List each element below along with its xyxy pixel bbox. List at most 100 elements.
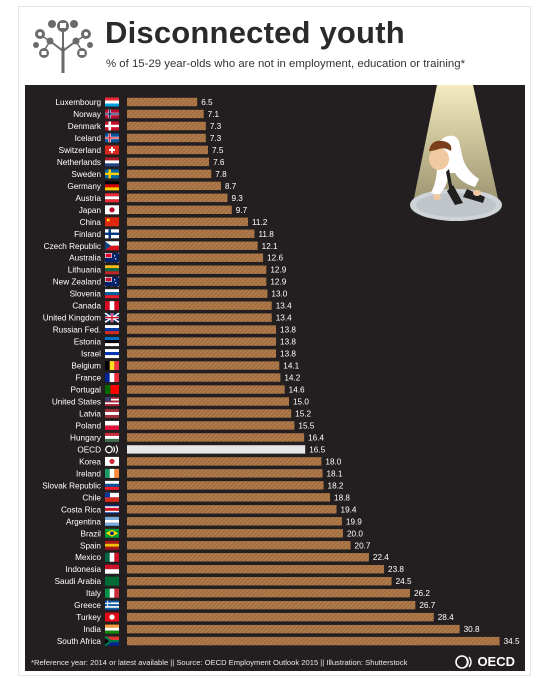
bar-row-11: Finland 11.8 — [74, 229, 274, 239]
bar — [127, 588, 410, 598]
bar — [127, 337, 277, 346]
south-africa-flag-icon — [104, 635, 119, 647]
bar-row-25: United States 15.0 — [52, 397, 309, 407]
data-label: 11.2 — [252, 218, 268, 227]
bar-row-38: Mexico 22.4 — [75, 552, 389, 562]
portugal-flag-icon — [105, 385, 119, 395]
bar — [127, 217, 248, 226]
bar — [127, 301, 272, 310]
category-label: Netherlands — [57, 158, 101, 167]
data-label: 7.8 — [215, 170, 227, 179]
bar — [127, 169, 212, 179]
bar — [127, 205, 232, 215]
data-label: 18.2 — [328, 481, 344, 490]
data-label: 12.9 — [270, 278, 286, 287]
data-label: 22.4 — [373, 553, 389, 562]
bar — [127, 277, 267, 286]
category-label: Norway — [73, 110, 102, 119]
bar-row-30: Korea 18.0 — [79, 456, 342, 466]
bar — [127, 229, 255, 238]
bar — [127, 325, 277, 334]
data-label: 18.8 — [334, 493, 350, 502]
bar — [127, 600, 416, 610]
bar-row-39: Indonesia 23.8 — [65, 564, 404, 574]
bar-row-22: Belgium 14.1 — [71, 361, 300, 371]
category-label: Denmark — [68, 122, 102, 131]
category-label: Saudi Arabia — [55, 577, 102, 586]
bar — [127, 97, 198, 107]
bar — [127, 253, 264, 262]
category-label: Finland — [74, 230, 101, 239]
data-label: 7.6 — [213, 158, 225, 167]
category-label: Estonia — [74, 338, 102, 347]
bar — [127, 157, 210, 167]
bar — [127, 493, 331, 502]
bar-row-35: Argentina 19.9 — [66, 516, 362, 526]
bar — [127, 193, 228, 203]
latvia-flag-icon — [105, 408, 119, 418]
category-label: Turkey — [76, 613, 102, 622]
germany-flag-icon — [105, 181, 119, 191]
luxembourg-flag-icon — [105, 97, 119, 107]
bar — [127, 433, 305, 442]
bar-row-27: Poland 15.5 — [76, 420, 315, 430]
category-label: Sweden — [71, 170, 101, 179]
data-label: 15.2 — [295, 409, 311, 418]
bar — [127, 529, 343, 538]
data-label: 20.0 — [347, 529, 363, 538]
brazil-flag-icon — [105, 528, 119, 538]
data-label: 16.4 — [308, 433, 324, 442]
bar — [127, 121, 206, 131]
category-label: Australia — [69, 254, 101, 263]
footnote: *Reference year: 2014 or latest availabl… — [31, 658, 408, 667]
china-flag-icon — [105, 217, 119, 227]
bar-row-21: Israel 13.8 — [81, 349, 296, 359]
chile-flag-icon — [105, 492, 119, 502]
ireland-flag-icon — [105, 468, 119, 478]
india-flag-icon — [105, 624, 119, 634]
bar — [127, 612, 434, 622]
bar — [127, 421, 295, 430]
bar — [127, 289, 268, 298]
oecd-brand: OECD — [455, 654, 515, 669]
russia-flag-icon — [105, 325, 119, 335]
page-title: Disconnected youth — [105, 15, 405, 50]
category-label: Israel — [81, 350, 101, 359]
bar — [127, 133, 206, 143]
category-label: United States — [52, 398, 101, 407]
data-label: 13.4 — [276, 302, 292, 311]
bar-row-32: Slovak Republic 18.2 — [42, 480, 344, 490]
bar-row-9: Japan 9.7 — [79, 205, 248, 215]
hungary-flag-icon — [105, 432, 119, 442]
denmark-flag-icon — [105, 121, 119, 131]
data-label: 20.7 — [355, 541, 371, 550]
data-label: 7.1 — [208, 110, 220, 119]
category-label: Korea — [79, 457, 101, 466]
category-label: Switzerland — [59, 146, 102, 155]
data-label: 12.9 — [270, 266, 286, 275]
estonia-flag-icon — [105, 337, 119, 347]
bar-row-8: Austria 9.3 — [76, 193, 243, 203]
data-label: 18.0 — [325, 457, 341, 466]
infographic: Disconnected youth % of 15-29 year-olds … — [18, 6, 531, 676]
indonesia-flag-icon — [105, 564, 119, 574]
data-label: 15.5 — [298, 421, 314, 430]
bar — [127, 577, 392, 586]
data-label: 24.5 — [396, 577, 412, 586]
category-label: Russian Fed. — [53, 326, 101, 335]
category-label: Latvia — [79, 409, 101, 418]
data-label: 14.1 — [283, 362, 299, 371]
category-label: Austria — [76, 194, 102, 203]
bar — [127, 469, 323, 478]
australia-flag-icon — [104, 252, 120, 263]
data-label: 14.2 — [284, 374, 300, 383]
category-label: Spain — [80, 541, 101, 550]
data-label: 7.3 — [210, 134, 222, 143]
category-label: Slovak Republic — [42, 481, 101, 490]
bar-row-43: Turkey 28.4 — [76, 612, 454, 622]
bar-row-1: Norway 7.1 — [73, 109, 220, 119]
mexico-flag-icon — [105, 552, 119, 562]
bar — [127, 409, 292, 418]
bar-row-45: South Africa 34.5 — [57, 635, 520, 647]
canada-flag-icon — [105, 301, 119, 311]
